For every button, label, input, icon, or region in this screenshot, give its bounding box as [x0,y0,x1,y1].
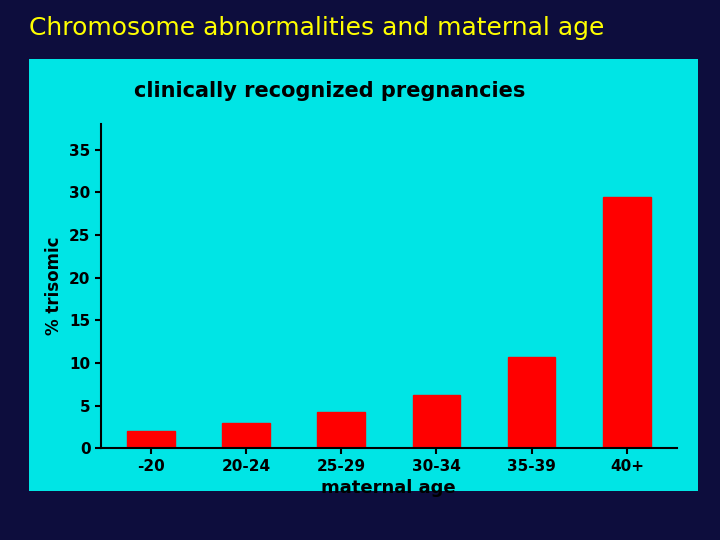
Text: clinically recognized pregnancies: clinically recognized pregnancies [135,81,526,101]
Bar [508,357,555,448]
Bar [222,423,270,448]
Y-axis label: % trisomic: % trisomic [45,237,63,335]
Bar [318,413,365,448]
Bar [413,395,460,448]
Bar [603,197,651,448]
Bar [127,431,174,448]
Text: Chromosome abnormalities and maternal age: Chromosome abnormalities and maternal ag… [29,16,604,40]
X-axis label: maternal age: maternal age [322,479,456,497]
